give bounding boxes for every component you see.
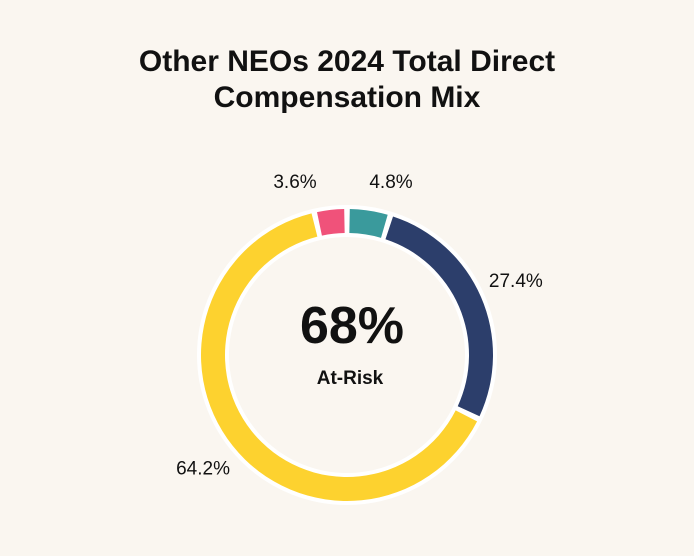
slice-label-1: 27.4% — [489, 271, 543, 292]
slice-label-2: 64.2% — [176, 459, 230, 480]
chart-title-line-1: Other NEOs 2024 Total Direct — [138, 45, 556, 78]
donut-slice-1 — [385, 216, 493, 417]
chart-title: Other NEOs 2024 Total Direct Compensatio… — [0, 44, 694, 116]
chart-title-line-2: Compensation Mix — [213, 81, 481, 114]
slice-label-3: 3.6% — [273, 172, 316, 193]
donut-slice-0 — [349, 209, 388, 238]
donut-slice-3 — [316, 209, 345, 236]
slice-label-0: 4.8% — [369, 172, 412, 193]
center-label: At-Risk — [317, 368, 384, 389]
center-value: 68% — [300, 297, 404, 355]
slice-labels: 4.8% 27.4% 64.2% 3.6% — [176, 172, 543, 480]
donut-slices — [197, 205, 497, 505]
